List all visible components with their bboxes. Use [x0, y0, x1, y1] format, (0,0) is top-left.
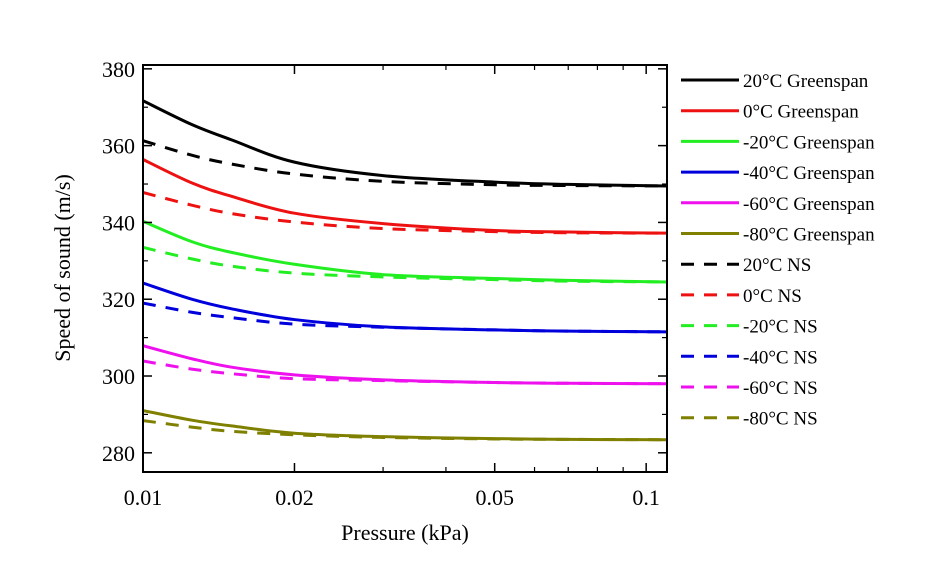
axes [142, 64, 668, 473]
y-axis-title: Speed of sound (m/s) [50, 174, 75, 362]
series-line--80c-greenspan [143, 409, 667, 442]
x-tick-label: 0.05 [475, 485, 514, 510]
legend-item: 0°C Greenspan [681, 102, 859, 123]
x-axis-title: Pressure (kPa) [341, 520, 469, 545]
y-tick-label: 300 [102, 364, 135, 389]
y-tick-label: 340 [102, 210, 135, 235]
legend-label: -80°C NS [743, 409, 818, 430]
legend-label: 20°C Greenspan [743, 71, 869, 92]
legend-item: -20°C NS [681, 317, 818, 338]
legend-item: -60°C Greenspan [681, 194, 875, 215]
legend-item: -40°C NS [681, 347, 818, 368]
y-tick-label: 360 [102, 134, 135, 159]
y-tick-label: 380 [102, 57, 135, 82]
ticks [142, 65, 667, 472]
series-line-20c-ns [143, 139, 667, 188]
x-tick-label: 0.1 [632, 485, 660, 510]
legend-label: -40°C NS [743, 347, 818, 368]
legend-label: -60°C NS [743, 378, 818, 399]
legend-item: -60°C NS [681, 378, 818, 399]
legend-item: 20°C NS [681, 255, 811, 276]
legend-item: -80°C NS [681, 409, 818, 430]
series-line--60c-greenspan [143, 344, 667, 386]
series-line--20c-ns [143, 245, 667, 284]
y-tick-label: 280 [102, 441, 135, 466]
legend-label: -20°C NS [743, 317, 818, 338]
series-line--40c-greenspan [143, 281, 667, 334]
legend-item: -20°C Greenspan [681, 132, 875, 153]
legend-item: 20°C Greenspan [681, 71, 869, 92]
plot-lines [143, 99, 667, 442]
series-line--60c-ns [143, 359, 667, 386]
legend-label: -80°C Greenspan [743, 225, 875, 246]
legend-label: -60°C Greenspan [743, 194, 875, 215]
axes-frame [142, 64, 668, 473]
y-tick-label: 320 [102, 287, 135, 312]
x-tick-label: 0.02 [275, 485, 314, 510]
legend-label: -20°C Greenspan [743, 132, 875, 153]
series-line-0c-greenspan [143, 158, 667, 235]
legend: 20°C Greenspan 0°C Greenspan -20°C Greensp… [681, 71, 875, 430]
tick-labels: 0.01 0.02 0.05 0.1 280 300 320 340 360 380 [102, 57, 660, 510]
legend-item: 0°C NS [681, 286, 802, 307]
series-line--80c-ns [143, 419, 667, 442]
legend-label: 0°C Greenspan [743, 102, 859, 123]
series-line-0c-ns [143, 191, 667, 235]
legend-item: -80°C Greenspan [681, 225, 875, 246]
x-tick-label: 0.01 [124, 485, 163, 510]
legend-label: 0°C NS [743, 286, 802, 307]
legend-item: -40°C Greenspan [681, 163, 875, 184]
legend-label: -40°C Greenspan [743, 163, 875, 184]
legend-label: 20°C NS [743, 255, 811, 276]
series-line-20c-greenspan [143, 99, 667, 188]
series-line--40c-ns [143, 301, 667, 334]
